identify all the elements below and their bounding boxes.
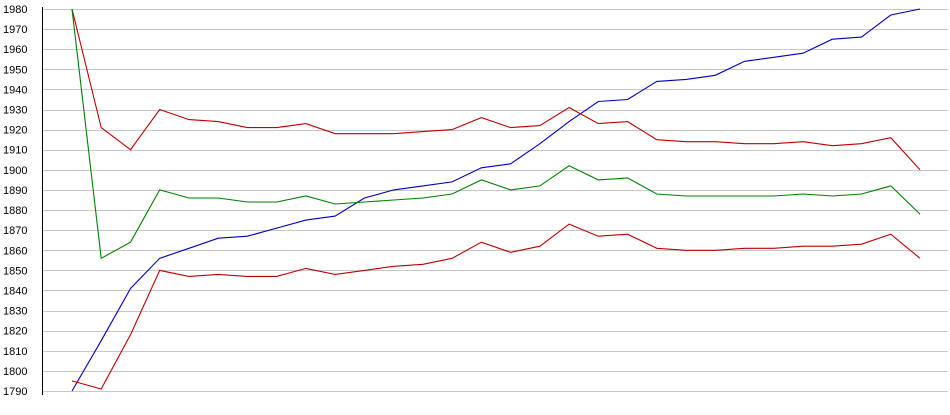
y-tick-label-1790: 1790 xyxy=(3,386,27,398)
y-tick-label-1800: 1800 xyxy=(3,366,27,378)
y-tick-label-1860: 1860 xyxy=(3,245,27,257)
y-tick-label-1910: 1910 xyxy=(3,145,27,157)
series-line-3 xyxy=(71,8,921,260)
y-tick-label-1920: 1920 xyxy=(3,125,27,137)
series-line-4 xyxy=(71,223,921,390)
series-lines xyxy=(71,8,921,392)
series-line-1 xyxy=(71,8,921,392)
gridlines xyxy=(42,9,948,392)
y-tick-label-1820: 1820 xyxy=(3,326,27,338)
y-tick-label-1830: 1830 xyxy=(3,306,27,318)
y-tick-label-1950: 1950 xyxy=(3,64,27,76)
y-axis-tick-labels: 1790 1800 1810 1820 1830 1840 1850 1860 1870 1880… xyxy=(3,4,27,398)
y-tick-label-1970: 1970 xyxy=(3,24,27,36)
series-line-2 xyxy=(71,8,921,171)
y-tick-label-1980: 1980 xyxy=(3,4,27,16)
y-tick-label-1940: 1940 xyxy=(3,84,27,96)
y-tick-label-1850: 1850 xyxy=(3,265,27,277)
y-tick-label-1890: 1890 xyxy=(3,185,27,197)
y-tick-label-1880: 1880 xyxy=(3,205,27,217)
y-tick-label-1810: 1810 xyxy=(3,346,27,358)
y-tick-label-1930: 1930 xyxy=(3,105,27,117)
y-tick-label-1870: 1870 xyxy=(3,225,27,237)
y-tick-label-1900: 1900 xyxy=(3,165,27,177)
y-tick-label-1840: 1840 xyxy=(3,285,27,297)
y-tick-label-1960: 1960 xyxy=(3,44,27,56)
